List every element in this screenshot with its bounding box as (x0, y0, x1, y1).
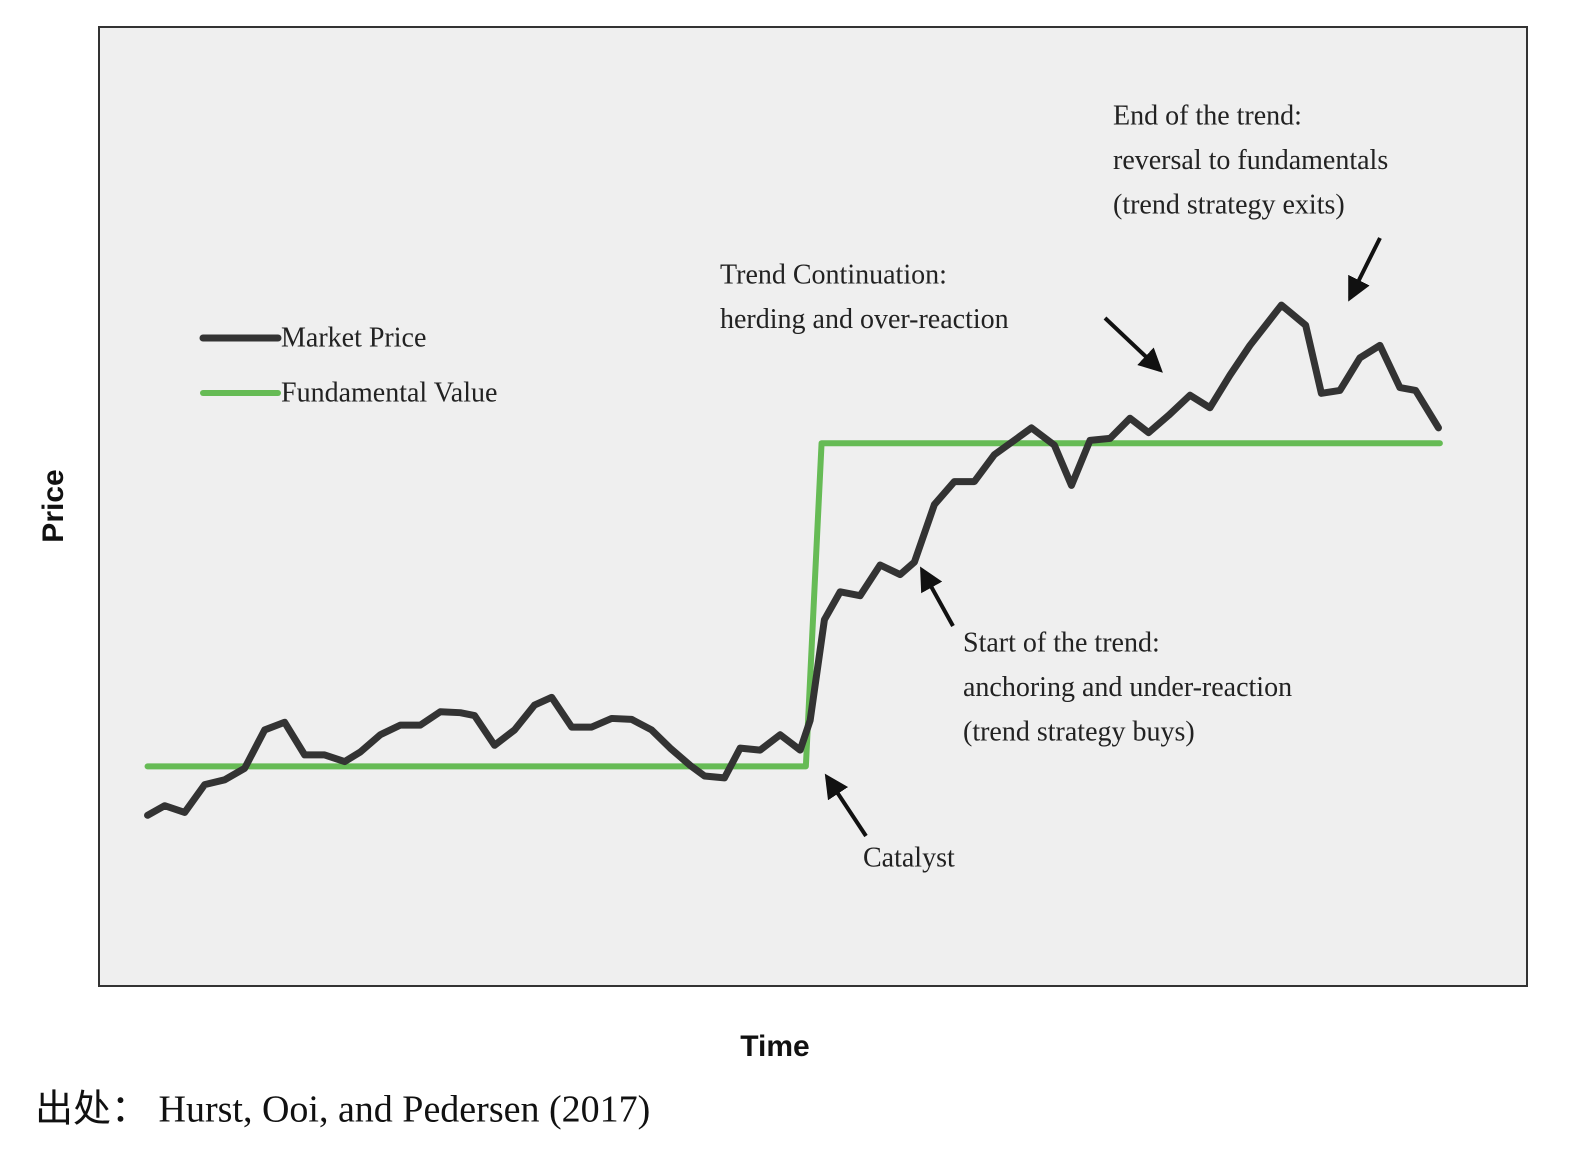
arrow (824, 773, 868, 838)
annotation: End of the trend: (1113, 100, 1302, 131)
annotation: Catalyst (863, 842, 955, 873)
legend-label: Market Price (281, 322, 426, 353)
arrow (1103, 316, 1163, 373)
annotation: (trend strategy exits) (1113, 189, 1345, 220)
annotation: Trend Continuation: (720, 259, 947, 290)
data-line (144, 301, 1442, 819)
annotation: reversal to fundamentals (1113, 145, 1388, 176)
annotation: (trend strategy buys) (963, 716, 1195, 747)
legend-label: Fundamental Value (281, 377, 497, 408)
data-line (144, 440, 1443, 770)
arrow (1348, 237, 1382, 302)
arrow (920, 566, 955, 627)
arrows (824, 237, 1382, 838)
annotation: Start of the trend: (963, 627, 1160, 658)
source: 出处： Hurst, Ooi, and Pedersen (2017) (35, 1089, 650, 1131)
x-axis-label: Time (740, 1030, 809, 1063)
y-axis-label: Price (37, 469, 70, 542)
annotation: herding and over-reaction (720, 304, 1009, 335)
plot-area (98, 26, 1528, 987)
annotation: anchoring and under-reaction (963, 672, 1292, 703)
